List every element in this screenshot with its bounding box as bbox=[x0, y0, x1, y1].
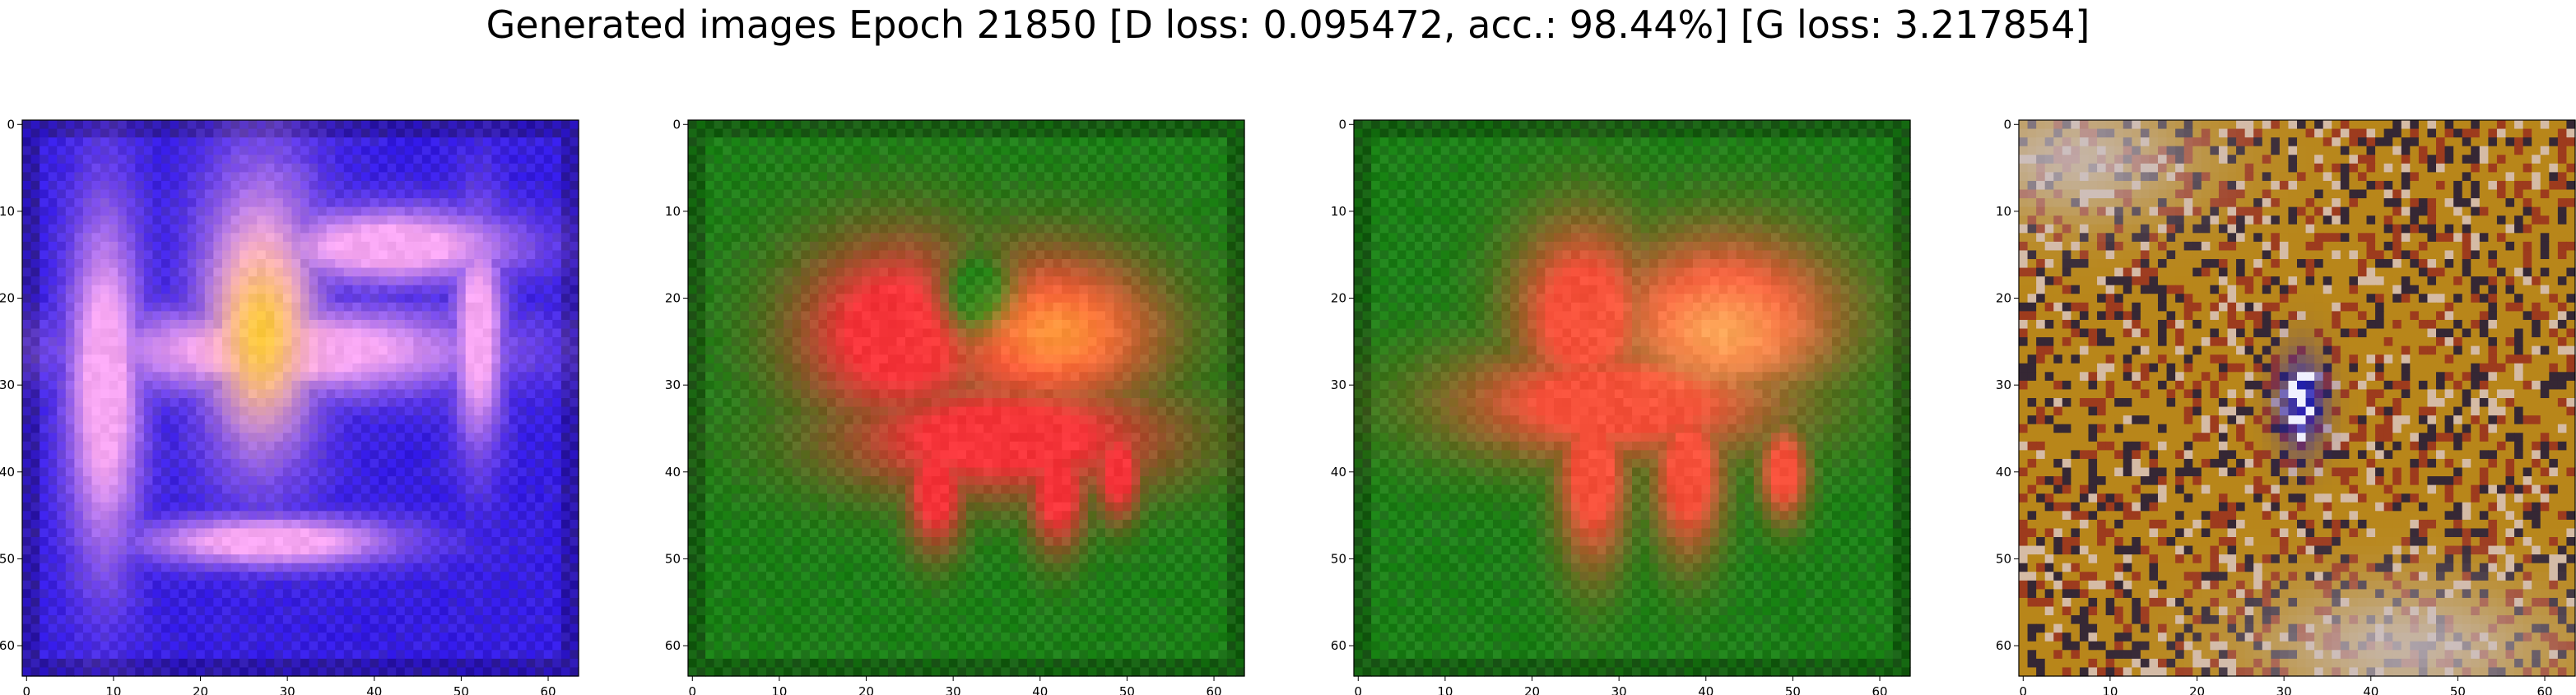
x-tick-label: 0 bbox=[689, 684, 697, 695]
sample-panel-2: 0 0 10 10 20 20 30 30 40 40 50 50 60 60 bbox=[665, 117, 1245, 695]
generated-image-4 bbox=[2019, 120, 2576, 677]
x-tick-label: 0 bbox=[2020, 684, 2028, 695]
sample-axes-1: 0 0 10 10 20 20 30 30 40 40 50 50 60 60 bbox=[0, 117, 579, 695]
x-tick-label: 0 bbox=[1355, 684, 1363, 695]
x-tick-label: 60 bbox=[1206, 684, 1221, 695]
axes-frame bbox=[21, 119, 579, 677]
y-tick-label: 40 bbox=[1331, 465, 1346, 480]
generated-image-2 bbox=[688, 120, 1245, 677]
sample-panel-4: 0 0 10 10 20 20 30 30 40 40 50 50 60 60 bbox=[1996, 117, 2576, 695]
x-tick-label: 10 bbox=[2102, 684, 2118, 695]
x-tick-label: 30 bbox=[946, 684, 961, 695]
y-tick-label: 60 bbox=[665, 638, 681, 653]
y-tick-label: 40 bbox=[665, 465, 681, 480]
x-tick-label: 20 bbox=[193, 684, 208, 695]
x-tick-label: 10 bbox=[771, 684, 787, 695]
y-tick-label: 20 bbox=[1996, 291, 2011, 306]
y-tick-label: 60 bbox=[1331, 638, 1346, 653]
axes-frame bbox=[2018, 119, 2576, 677]
x-tick-label: 50 bbox=[453, 684, 469, 695]
y-tick-label: 40 bbox=[1996, 465, 2011, 480]
axes-frame bbox=[1353, 119, 1911, 677]
x-tick-label: 60 bbox=[1872, 684, 1887, 695]
x-tick-label: 60 bbox=[540, 684, 556, 695]
y-tick-label: 0 bbox=[672, 117, 681, 132]
y-tick-label: 10 bbox=[1331, 204, 1346, 219]
sample-axes-2: 0 0 10 10 20 20 30 30 40 40 50 50 60 60 bbox=[665, 117, 1245, 695]
y-tick-label: 20 bbox=[0, 291, 15, 306]
x-tick-label: 0 bbox=[23, 684, 31, 695]
figure-title: Generated images Epoch 21850 [D loss: 0.… bbox=[486, 2, 2090, 47]
x-tick-label: 10 bbox=[105, 684, 121, 695]
y-tick-label: 0 bbox=[2003, 117, 2011, 132]
generated-image-1 bbox=[22, 120, 579, 677]
y-tick-label: 30 bbox=[0, 378, 15, 392]
y-tick-label: 40 bbox=[0, 465, 15, 480]
y-tick-label: 30 bbox=[1331, 378, 1346, 392]
y-tick-label: 50 bbox=[0, 551, 15, 566]
x-tick-label: 40 bbox=[1032, 684, 1048, 695]
y-tick-label: 30 bbox=[665, 378, 681, 392]
sample-axes-4: 0 0 10 10 20 20 30 30 40 40 50 50 60 60 bbox=[1996, 117, 2576, 695]
sample-panel-3: 0 0 10 10 20 20 30 30 40 40 50 50 60 60 bbox=[1331, 117, 1911, 695]
y-tick-label: 20 bbox=[665, 291, 681, 306]
sample-axes-3: 0 0 10 10 20 20 30 30 40 40 50 50 60 60 bbox=[1331, 117, 1911, 695]
axes-frame bbox=[687, 119, 1245, 677]
y-tick-label: 0 bbox=[7, 117, 15, 132]
x-tick-label: 30 bbox=[2276, 684, 2292, 695]
x-tick-label: 40 bbox=[1698, 684, 1713, 695]
y-tick-label: 50 bbox=[665, 551, 681, 566]
y-tick-label: 10 bbox=[665, 204, 681, 219]
y-tick-label: 60 bbox=[0, 638, 15, 653]
x-tick-label: 40 bbox=[2363, 684, 2378, 695]
y-tick-label: 10 bbox=[0, 204, 15, 219]
x-tick-label: 40 bbox=[366, 684, 382, 695]
x-tick-label: 20 bbox=[2189, 684, 2205, 695]
y-tick-label: 30 bbox=[1996, 378, 2011, 392]
x-tick-label: 50 bbox=[2450, 684, 2466, 695]
y-tick-label: 10 bbox=[1996, 204, 2011, 219]
x-tick-label: 30 bbox=[1611, 684, 1627, 695]
x-tick-label: 20 bbox=[858, 684, 874, 695]
y-tick-label: 50 bbox=[1331, 551, 1346, 566]
y-tick-label: 20 bbox=[1331, 291, 1346, 306]
y-tick-label: 60 bbox=[1996, 638, 2011, 653]
x-tick-label: 50 bbox=[1119, 684, 1135, 695]
generated-image-3 bbox=[1354, 120, 1911, 677]
x-tick-label: 10 bbox=[1437, 684, 1453, 695]
y-tick-label: 50 bbox=[1996, 551, 2011, 566]
x-tick-label: 20 bbox=[1524, 684, 1540, 695]
x-tick-label: 50 bbox=[1785, 684, 1801, 695]
x-tick-label: 30 bbox=[280, 684, 295, 695]
x-tick-label: 60 bbox=[2536, 684, 2552, 695]
y-tick-label: 0 bbox=[1338, 117, 1346, 132]
sample-panel-1: 0 0 10 10 20 20 30 30 40 40 50 50 60 60 bbox=[0, 117, 579, 695]
